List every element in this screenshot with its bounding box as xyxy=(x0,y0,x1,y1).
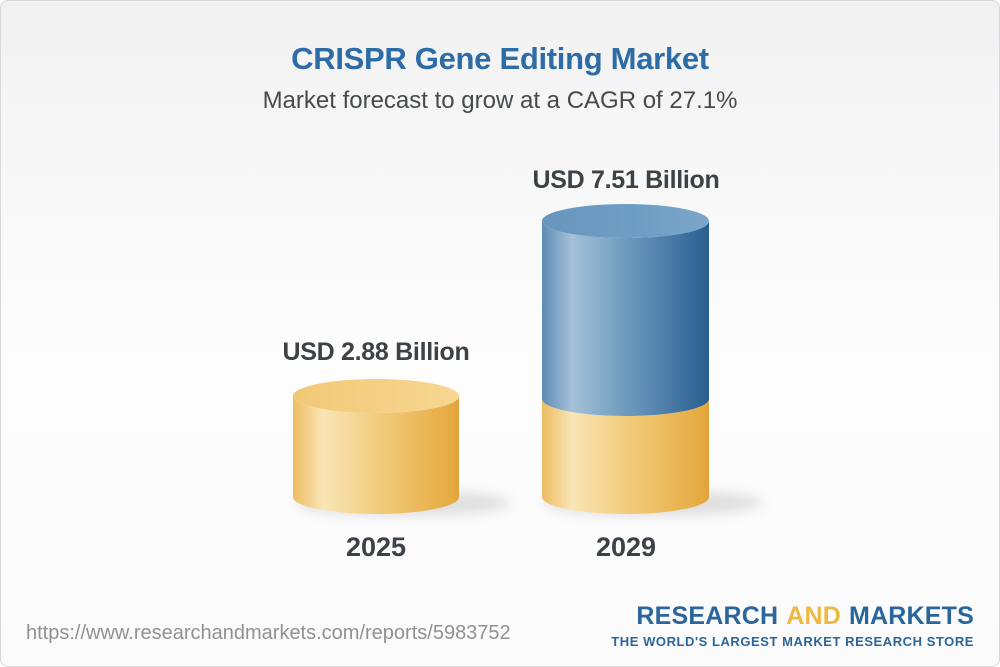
logo-tagline: THE WORLD'S LARGEST MARKET RESEARCH STOR… xyxy=(611,633,974,649)
category-label-2029: 2029 xyxy=(595,532,657,562)
research-and-markets-logo: RESEARCH AND MARKETS THE WORLD'S LARGEST… xyxy=(611,602,974,649)
chart-title: CRISPR Gene Editing Market xyxy=(291,41,709,76)
value-label-2029: USD 7.51 Billion xyxy=(532,166,720,194)
logo-wordmark: RESEARCH AND MARKETS xyxy=(611,602,974,631)
bar-2025-cylinder xyxy=(293,379,459,514)
chart-subtitle: Market forecast to grow at a CAGR of 27.… xyxy=(262,87,738,114)
bar-2029-cylinder xyxy=(542,204,709,514)
logo-word-research: RESEARCH xyxy=(636,602,779,630)
bar-2029-segment-base xyxy=(542,399,709,514)
report-url: https://www.researchandmarkets.com/repor… xyxy=(26,622,511,644)
bar-2029-segment-growth xyxy=(542,221,709,416)
value-label-2025: USD 2.88 Billion xyxy=(282,338,470,366)
logo-word-and: AND xyxy=(786,602,841,630)
logo-word-markets: MARKETS xyxy=(848,602,974,630)
category-label-2025: 2025 xyxy=(345,532,407,562)
